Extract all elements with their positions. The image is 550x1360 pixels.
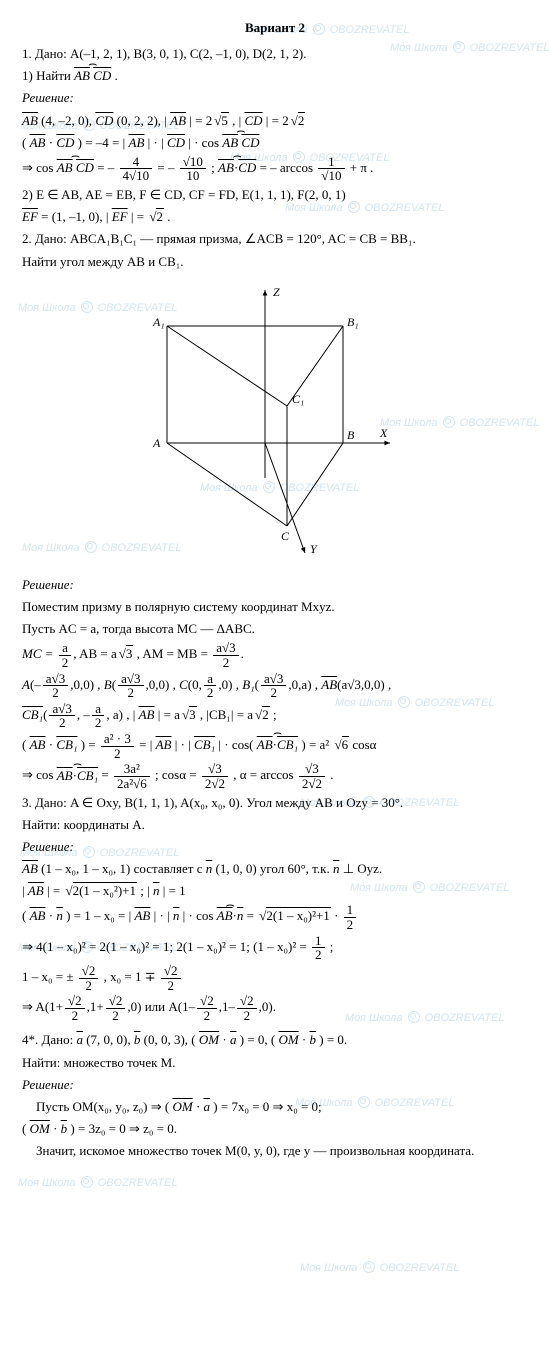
p2-find: Найти угол между AB и CB₁. <box>22 252 528 272</box>
p2-l2: Пусть AC = a, тогда высота MC — ΔABC. <box>22 619 528 639</box>
svg-text:C₁: C₁ <box>292 392 304 406</box>
p2-given: 2. Дано: ABCA₁B₁C₁ — прямая призма, ∠ACB… <box>22 229 528 249</box>
p3-sol: Решение: <box>22 837 528 857</box>
svg-text:A: A <box>152 436 161 450</box>
p1-cos: ⇒ cos AB CD = – 44√10 = – √1010 ; AB·CD … <box>22 155 528 183</box>
p3-given: 3. Дано: A ∈ Oxy, B(1, 1, 1), A(x₀, x₀, … <box>22 793 528 813</box>
p1-dotprod: ( AB · CD ) = –4 = | AB | · | CD | · cos… <box>22 133 528 153</box>
svg-text:C: C <box>281 529 290 543</box>
p2-cos: ⇒ cos AB·CB₁ = 3a²2a²√6 ; cosα = √32√2 ,… <box>22 762 528 790</box>
p2-l1: Поместим призму в полярную систему коорд… <box>22 597 528 617</box>
svg-text:A₁: A₁ <box>152 315 165 329</box>
p1-find: 1) Найти AB CD . <box>22 66 528 86</box>
p4-given: 4*. Дано: a (7, 0, 0), b (0, 0, 3), ( OM… <box>22 1030 528 1050</box>
p2-dot: ( AB · CB₁ ) = a² · 32 = | AB | · | CB₁ … <box>22 732 528 760</box>
p4-l2: ( OM · b ) = 3z₀ = 0 ⇒ z₀ = 0. <box>22 1119 528 1139</box>
p4-ans: Значит, искомое множество точек M(0, y, … <box>22 1141 528 1161</box>
svg-text:Z: Z <box>273 285 280 299</box>
svg-text:X: X <box>379 426 388 440</box>
p1-part2: 2) E ∈ AB, AE = EB, F ∈ CD, CF = FD, E(1… <box>22 185 528 205</box>
p4-l1: Пусть OM(x₀, y₀, z₀) ⇒ ( OM · a ) = 7x₀ … <box>22 1097 528 1117</box>
p3-find: Найти: координаты A. <box>22 815 528 835</box>
p3-l6: ⇒ A(1+√22,1+√22,0) или A(1–√22,1–√22,0). <box>22 994 528 1022</box>
p4-find: Найти: множество точек M. <box>22 1053 528 1073</box>
p1-given: 1. Дано: A(–1, 2, 1), B(3, 0, 1), C(2, –… <box>22 44 528 64</box>
page-title: Вариант 2 <box>22 18 528 38</box>
p4-sol: Решение: <box>22 1075 528 1095</box>
p1-vectors: AB (4, –2, 0), CD (0, 2, 2), | AB | = 25… <box>22 111 528 131</box>
p3-l5: 1 – x₀ = ± √22 , x₀ = 1 ∓ √22 <box>22 964 528 992</box>
svg-text:Y: Y <box>310 542 318 556</box>
svg-text:B: B <box>347 428 355 442</box>
p3-l2: | AB | = 2(1 – x₀²)+1 ; | n | = 1 <box>22 881 528 901</box>
p2-mc: MC = a2, AB = a3 , AM = MB = a√32. <box>22 641 528 669</box>
p1-ef: EF = (1, –1, 0), | EF | = 2 . <box>22 207 528 227</box>
p2-coords: A(–a√32,0,0) , B(a√32,0,0) , C(0,a2,0) ,… <box>22 672 528 700</box>
p3-l4: ⇒ 4(1 – x₀)² = 2(1 – x₀)² = 1; 2(1 – x₀)… <box>22 934 528 962</box>
p3-l3: ( AB · n ) = 1 – x₀ = | AB | · | n | · c… <box>22 903 528 931</box>
p1-sol-label: Решение: <box>22 88 528 108</box>
p2-sol: Решение: <box>22 575 528 595</box>
p3-l1: AB (1 – x₀, 1 – x₀, 1) составляет с n (1… <box>22 859 528 879</box>
svg-text:B₁: B₁ <box>347 315 359 329</box>
prism-diagram: Z X Y A B C A₁ B₁ C₁ <box>22 278 528 569</box>
